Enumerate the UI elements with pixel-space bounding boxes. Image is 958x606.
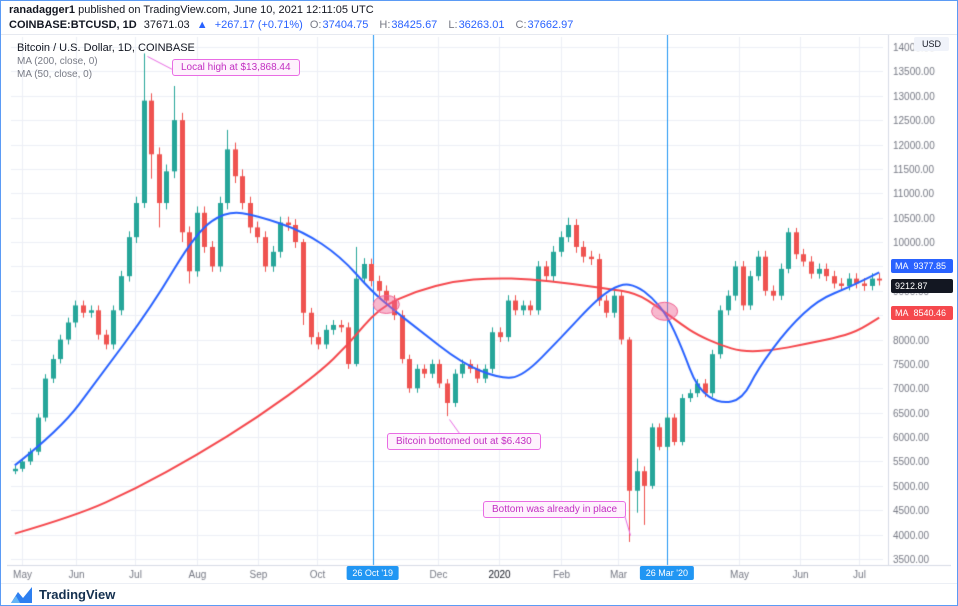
high-label: H: [379,19,391,31]
event-date-badge-mar: 26 Mar '20 [639,566,695,580]
price-chart-canvas[interactable] [7,35,951,583]
close-label: C: [515,19,527,31]
annotation-local-high: Local high at $13,868.44 [172,59,300,76]
last-badge-value: 9212.87 [895,281,928,292]
last-price-label: 9212.87 [891,279,953,294]
currency-label: USD [913,37,949,51]
ohlc-high: H:38425.67 [379,19,441,31]
annotation-bottomed-out: Bitcoin bottomed out at $6.430 [387,433,541,450]
low-value: 36263.01 [458,19,505,31]
published-text: published on TradingView.com, June 10, 2… [75,4,374,16]
chart-area: Bitcoin / U.S. Dollar, 1D, COINBASE MA (… [1,34,957,583]
ma200-badge-prefix: MA [895,308,909,319]
ma200-price-label: MA 8540.46 [891,306,953,321]
tradingview-link[interactable]: TradingView [11,586,115,604]
ticker-line: COINBASE:BTCUSD, 1D 37671.03 ▲ +267.17 (… [9,18,949,32]
close-value: 37662.97 [527,19,574,31]
brand-text: TradingView [39,587,116,602]
author-name: ranadagger1 [9,4,76,16]
ma200-badge-value: 8540.46 [913,308,947,319]
snapshot-header: ranadagger1 published on TradingView.com… [1,1,957,34]
symbol-label: COINBASE:BTCUSD, 1D [9,19,137,31]
ma50-badge-prefix: MA [895,261,909,272]
footer: TradingView [1,583,957,605]
event-date-badge-oct: 26 Oct '19 [346,566,400,580]
low-label: L: [448,19,458,31]
up-arrow-icon: ▲ [196,19,208,31]
ma50-badge-value: 9377.85 [913,261,947,272]
tradingview-logo [11,586,32,603]
high-value: 38425.67 [391,19,438,31]
price-change: +267.17 (+0.71%) [214,19,303,31]
annotation-bottom-in-place: Bottom was already in place [483,501,627,518]
open-value: 37404.75 [322,19,369,31]
ma50-price-label: MA 9377.85 [891,259,953,274]
attribution: ranadagger1 published on TradingView.com… [9,4,949,17]
ohlc-close: C:37662.97 [516,19,578,31]
ohlc-open: O:37404.75 [310,19,373,31]
ohlc-low: L:36263.01 [448,19,508,31]
open-label: O: [309,19,322,31]
current-price: 37671.03 [143,19,190,31]
